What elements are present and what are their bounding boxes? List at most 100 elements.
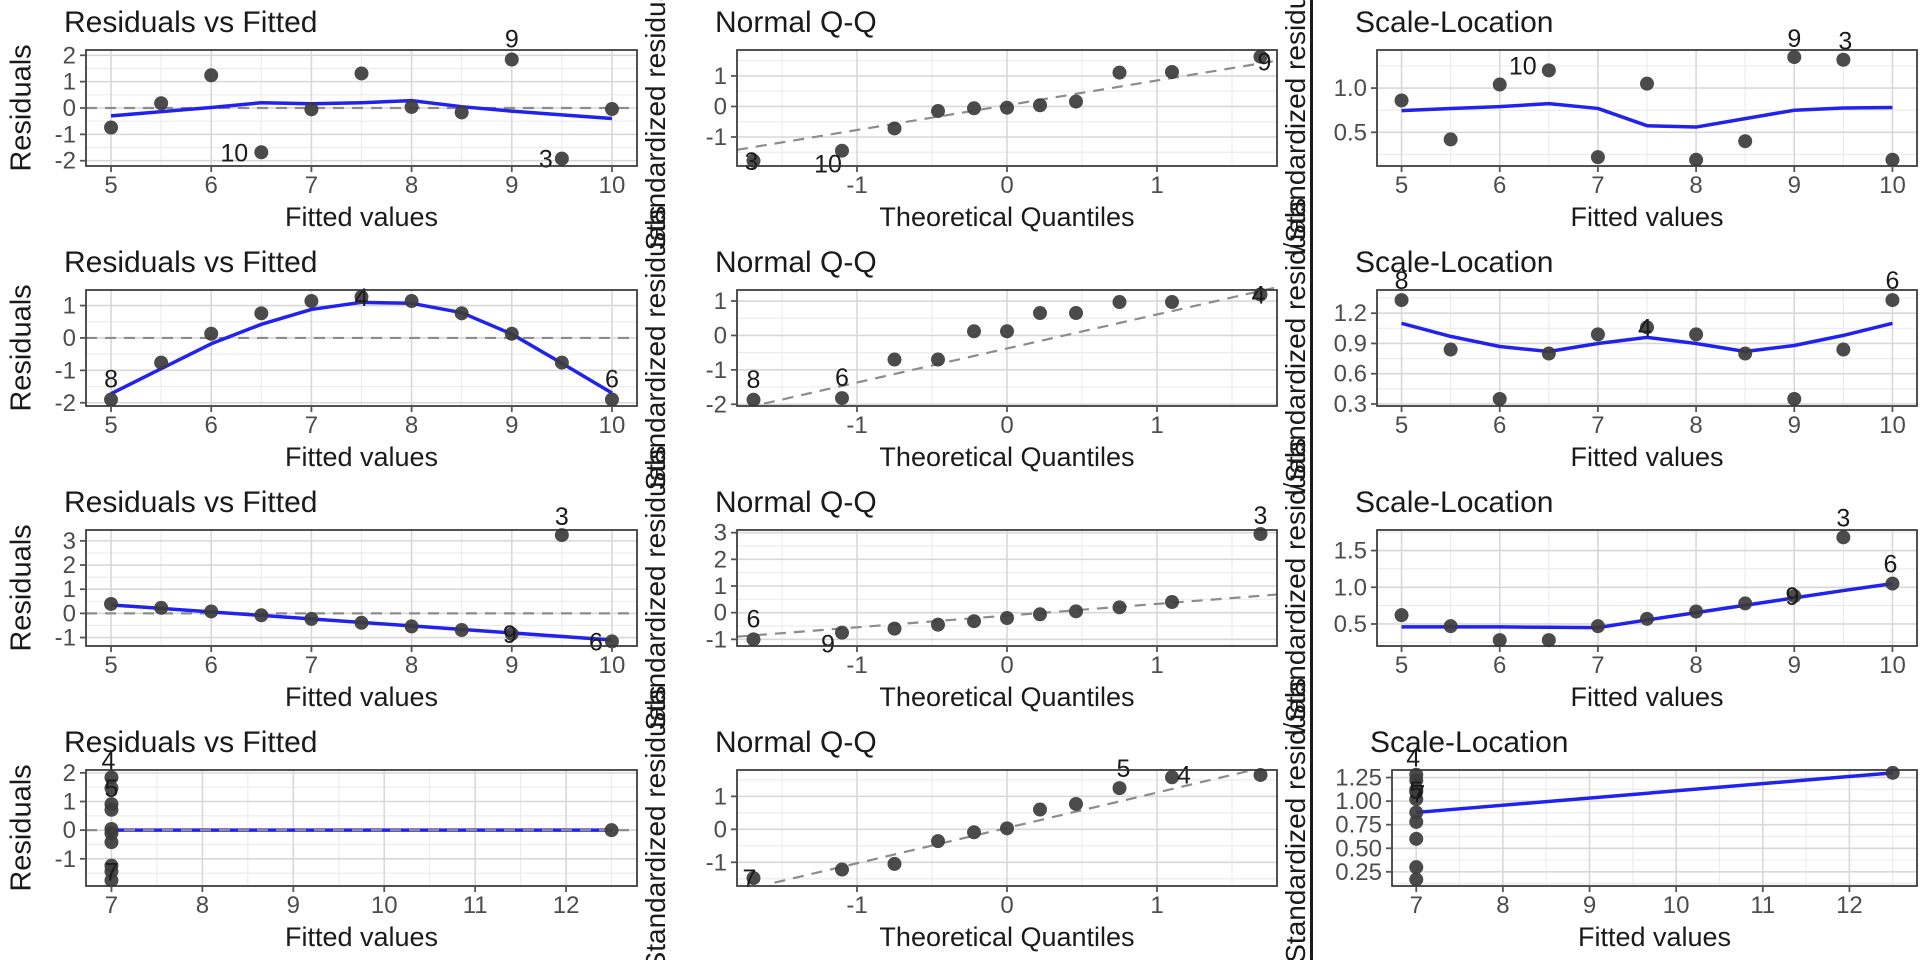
x-axis-title: Fitted values (1570, 202, 1724, 232)
y-tick-label: -2 (706, 391, 727, 418)
data-point (454, 623, 469, 638)
data-point (1112, 781, 1127, 796)
y-tick-label: 0.5 (1334, 611, 1367, 638)
data-point (1033, 607, 1047, 622)
y-tick-label: 0 (714, 600, 727, 627)
data-point (887, 621, 902, 636)
point-label: 9 (505, 25, 519, 53)
panel-title: Scale-Location (1370, 726, 1569, 759)
data-point (1541, 633, 1556, 648)
y-tick-label: -2 (55, 148, 76, 175)
y-tick-label: 1.00 (1335, 788, 1382, 815)
data-point (1069, 94, 1083, 109)
data-point (1738, 134, 1753, 149)
data-point (454, 306, 469, 321)
data-point (304, 294, 319, 309)
data-point (1033, 306, 1047, 321)
data-point (746, 632, 761, 647)
data-point (1738, 346, 1753, 361)
point-label: 4 (1177, 761, 1191, 789)
x-axis-title: Fitted values (284, 922, 439, 952)
x-tick-label: 9 (1788, 172, 1801, 199)
y-tick-label: 0 (714, 93, 727, 120)
x-tick-label: -1 (846, 172, 867, 199)
y-axis-title: √Standardized residuals (1280, 677, 1311, 960)
panel-title: Residuals vs Fitted (64, 726, 318, 759)
data-point (204, 326, 219, 341)
panel-border (1391, 769, 1918, 887)
x-tick-label: 9 (1583, 892, 1596, 919)
y-tick-label: 1 (63, 293, 76, 320)
x-tick-label: 1 (1150, 412, 1163, 439)
y-tick-label: -1 (706, 357, 727, 384)
y-tick-label: 0.50 (1335, 835, 1382, 862)
x-tick-label: 5 (104, 412, 117, 439)
y-axis-title: Residuals (5, 44, 38, 172)
x-tick-label: 9 (1788, 412, 1801, 439)
x-tick-label: 10 (599, 652, 626, 679)
point-label: 5 (1409, 777, 1423, 805)
data-point (931, 834, 945, 849)
panel-r1c2-normal-qq: Normal Q-Q 3 10 9 -1 0 1 -1 0 1 Theoretical Quan… (640, 0, 1280, 250)
x-axis-title: Theoretical Quantiles (879, 442, 1135, 472)
y-tick-label: 0 (714, 322, 727, 349)
point-label: 10 (1509, 52, 1537, 80)
data-point (746, 153, 761, 168)
data-point (1738, 596, 1753, 611)
panel-title: Normal Q-Q (715, 246, 877, 279)
y-tick-label: 0.25 (1335, 859, 1382, 886)
data-point (1112, 295, 1127, 310)
data-point (554, 355, 569, 370)
data-point (1443, 132, 1458, 147)
y-tick-label: 0 (714, 816, 727, 843)
sqrt-bar-line (1310, 0, 1313, 278)
point-label: 6 (1886, 267, 1900, 295)
x-tick-label: 6 (205, 412, 218, 439)
y-tick-label: 1.25 (1335, 765, 1382, 792)
point-label: 6 (605, 366, 619, 394)
data-point (1409, 872, 1424, 887)
y-tick-label: -2 (55, 390, 76, 417)
x-axis-title: Theoretical Quantiles (879, 922, 1135, 952)
y-tick-label: 2 (63, 42, 76, 69)
panel-border (85, 769, 638, 887)
x-tick-label: 1 (1150, 892, 1163, 919)
panel-title: Normal Q-Q (715, 726, 877, 759)
data-point (931, 352, 945, 367)
data-point (1033, 802, 1047, 817)
data-point (967, 101, 981, 116)
data-point (1640, 611, 1654, 626)
x-tick-label: 10 (599, 412, 626, 439)
panel-r4c2-normal-qq: Normal Q-Q 7 5 4 -1 0 1 -1 0 1 Theoretical Quant… (640, 686, 1280, 960)
panel-border (85, 529, 638, 647)
data-point (1443, 342, 1458, 357)
data-point (254, 145, 269, 160)
data-point (1689, 604, 1704, 619)
y-axis-title: Residuals (5, 284, 38, 412)
x-tick-label: 1 (1150, 652, 1163, 679)
x-axis-title: Fitted values (284, 202, 439, 232)
data-point (1836, 342, 1851, 357)
data-point (835, 391, 849, 406)
data-point (154, 96, 169, 111)
data-point (454, 105, 469, 120)
y-tick-label: -1 (55, 357, 76, 384)
sqrt-bar-line (1310, 178, 1313, 518)
x-tick-label: 7 (305, 652, 318, 679)
x-tick-label: 6 (1493, 652, 1506, 679)
x-tick-label: 7 (1591, 652, 1604, 679)
data-point (1885, 765, 1900, 780)
plot-area: 3 10 9 -1 0 1 -1 0 1 (706, 49, 1278, 199)
point-label: 9 (821, 631, 835, 659)
x-tick-label: 0 (1000, 892, 1013, 919)
data-point (404, 619, 419, 634)
x-tick-label: 5 (1395, 412, 1408, 439)
x-tick-label: 8 (1496, 892, 1509, 919)
y-tick-label: 0 (63, 95, 76, 122)
panel-r4c1-residuals-vs-fitted: Residuals vs Fitted 4 5 7 7 8 9 10 11 12 -1 0 1 2 Fi… (0, 720, 640, 960)
data-point (746, 392, 761, 407)
data-point (1409, 860, 1424, 875)
smooth-line (110, 98, 613, 121)
x-tick-label: -1 (846, 652, 867, 679)
